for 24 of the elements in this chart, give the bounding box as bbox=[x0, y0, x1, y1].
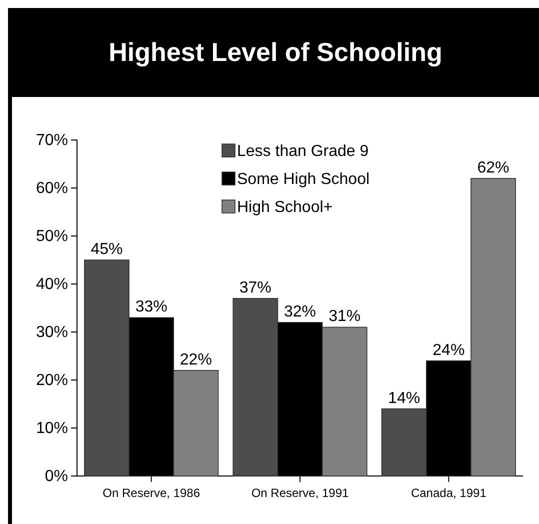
y-tick-label: 20% bbox=[36, 372, 68, 390]
x-tick-label: On Reserve, 1986 bbox=[102, 486, 200, 500]
data-label: 24% bbox=[432, 342, 465, 359]
y-tick-label: 40% bbox=[36, 276, 68, 294]
data-label: 45% bbox=[90, 241, 123, 258]
legend-label: Some High School bbox=[237, 171, 370, 188]
y-tick-label: 50% bbox=[36, 228, 68, 246]
chart-title: Highest Level of Schooling bbox=[12, 8, 539, 97]
data-label: 31% bbox=[328, 308, 361, 326]
y-tick-label: 60% bbox=[36, 180, 68, 198]
y-tick-label: 70% bbox=[36, 132, 68, 150]
legend-label: Less than Grade 9 bbox=[237, 143, 369, 160]
y-tick-label: 10% bbox=[36, 420, 68, 438]
x-tick-label: Canada, 1991 bbox=[410, 486, 487, 500]
data-label: 32% bbox=[284, 303, 316, 320]
data-label: 33% bbox=[135, 298, 168, 316]
y-tick-label: 30% bbox=[36, 324, 68, 342]
data-label: 37% bbox=[239, 279, 272, 296]
data-label: 62% bbox=[477, 159, 510, 176]
y-tick-label: 0% bbox=[44, 468, 68, 486]
legend-label: High School+ bbox=[237, 199, 333, 216]
data-label: 14% bbox=[388, 390, 420, 407]
data-label: 22% bbox=[180, 351, 212, 368]
x-tick-label: On Reserve, 1991 bbox=[251, 486, 350, 500]
